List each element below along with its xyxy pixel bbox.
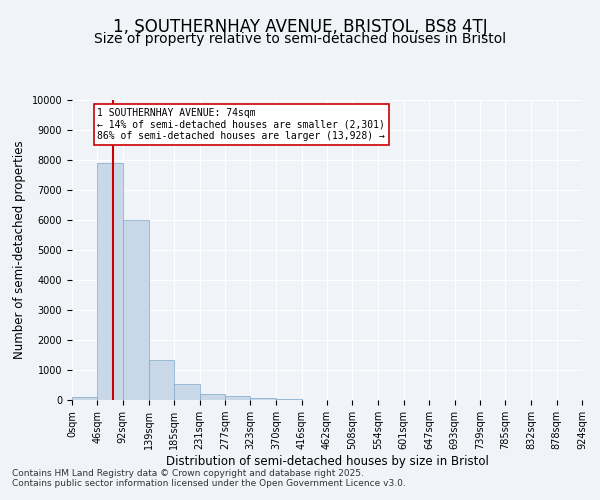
Bar bbox=[149, 360, 174, 400]
Text: Size of property relative to semi-detached houses in Bristol: Size of property relative to semi-detach… bbox=[94, 32, 506, 46]
X-axis label: Distribution of semi-detached houses by size in Bristol: Distribution of semi-detached houses by … bbox=[166, 455, 488, 468]
Bar bbox=[250, 398, 276, 400]
Bar bbox=[97, 163, 123, 400]
Text: Contains public sector information licensed under the Open Government Licence v3: Contains public sector information licen… bbox=[12, 478, 406, 488]
Text: Contains HM Land Registry data © Crown copyright and database right 2025.: Contains HM Land Registry data © Crown c… bbox=[12, 468, 364, 477]
Bar bbox=[72, 397, 97, 400]
Text: 1, SOUTHERNHAY AVENUE, BRISTOL, BS8 4TJ: 1, SOUTHERNHAY AVENUE, BRISTOL, BS8 4TJ bbox=[113, 18, 487, 36]
Bar bbox=[225, 396, 250, 400]
Bar bbox=[123, 220, 149, 400]
Bar bbox=[174, 384, 200, 400]
Y-axis label: Number of semi-detached properties: Number of semi-detached properties bbox=[13, 140, 26, 360]
Bar bbox=[276, 399, 302, 400]
Text: 1 SOUTHERNHAY AVENUE: 74sqm
← 14% of semi-detached houses are smaller (2,301)
86: 1 SOUTHERNHAY AVENUE: 74sqm ← 14% of sem… bbox=[97, 108, 385, 140]
Bar bbox=[199, 394, 225, 400]
